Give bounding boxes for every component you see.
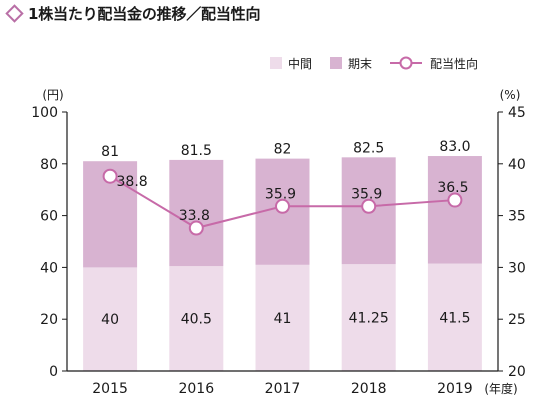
payout-ratio-point bbox=[188, 220, 204, 236]
left-tick-label: 40 bbox=[40, 260, 58, 276]
x-tick-label: 2017 bbox=[265, 381, 301, 397]
x-axis-unit: (年度) bbox=[484, 381, 517, 396]
chart-title: 1株当たり配当金の推移／配当性向 bbox=[28, 4, 261, 23]
right-tick-label: 25 bbox=[508, 312, 526, 328]
left-tick-label: 80 bbox=[40, 157, 58, 173]
bar-final-2016 bbox=[169, 159, 224, 267]
left-tick-label: 100 bbox=[31, 105, 58, 121]
payout-ratio-label: 35.9 bbox=[351, 186, 382, 202]
payout-ratio-label: 35.9 bbox=[265, 186, 296, 202]
interim-value-label: 41.25 bbox=[349, 311, 389, 327]
left-tick-label: 60 bbox=[40, 209, 58, 225]
interim-value-label: 40 bbox=[101, 312, 119, 328]
right-axis-unit: (%) bbox=[500, 88, 521, 102]
legend-label-payout: 配当性向 bbox=[430, 56, 478, 71]
x-tick-label: 2018 bbox=[351, 381, 387, 397]
total-value-label: 83.0 bbox=[439, 139, 470, 155]
payout-ratio-label: 36.5 bbox=[437, 180, 468, 196]
right-tick-label: 45 bbox=[508, 105, 526, 121]
right-tick-label: 35 bbox=[508, 209, 526, 225]
legend-swatch-final bbox=[330, 57, 342, 69]
bar-interim-2018 bbox=[341, 264, 396, 371]
chart-title-row: 1株当たり配当金の推移／配当性向 bbox=[5, 2, 260, 24]
bar-interim-2019 bbox=[427, 263, 482, 371]
interim-value-label: 41 bbox=[274, 311, 292, 327]
bar-final-2019 bbox=[427, 156, 482, 264]
x-tick-label: 2019 bbox=[437, 381, 473, 397]
total-value-label: 81 bbox=[101, 144, 119, 160]
total-value-label: 81.5 bbox=[181, 143, 212, 159]
right-tick-label: 20 bbox=[508, 364, 526, 380]
payout-ratio-point bbox=[275, 198, 290, 214]
x-tick-label: 2016 bbox=[178, 381, 214, 397]
right-tick-label: 30 bbox=[508, 260, 526, 276]
total-value-label: 82 bbox=[274, 142, 292, 158]
interim-value-label: 41.5 bbox=[439, 310, 470, 326]
bar-interim-2017 bbox=[255, 264, 310, 371]
total-value-label: 82.5 bbox=[353, 140, 384, 156]
payout-ratio-point bbox=[361, 198, 377, 214]
left-axis-unit: (円) bbox=[42, 88, 63, 102]
payout-ratio-label: 33.8 bbox=[179, 208, 210, 224]
legend-marker-payout bbox=[399, 56, 413, 70]
legend-label-interim: 中間 bbox=[288, 56, 312, 71]
payout-ratio-label: 38.8 bbox=[117, 174, 148, 190]
bar-interim-2016 bbox=[169, 266, 224, 371]
payout-ratio-point bbox=[102, 168, 118, 184]
legend-swatch-interim bbox=[270, 57, 282, 69]
x-tick-label: 2015 bbox=[92, 381, 128, 397]
legend-label-final: 期末 bbox=[348, 57, 372, 71]
payout-ratio-point bbox=[447, 192, 463, 208]
bar-interim-2015 bbox=[83, 267, 138, 371]
interim-value-label: 40.5 bbox=[181, 312, 212, 328]
left-tick-label: 20 bbox=[40, 312, 58, 328]
left-tick-label: 0 bbox=[49, 364, 58, 380]
right-tick-label: 40 bbox=[508, 157, 526, 173]
